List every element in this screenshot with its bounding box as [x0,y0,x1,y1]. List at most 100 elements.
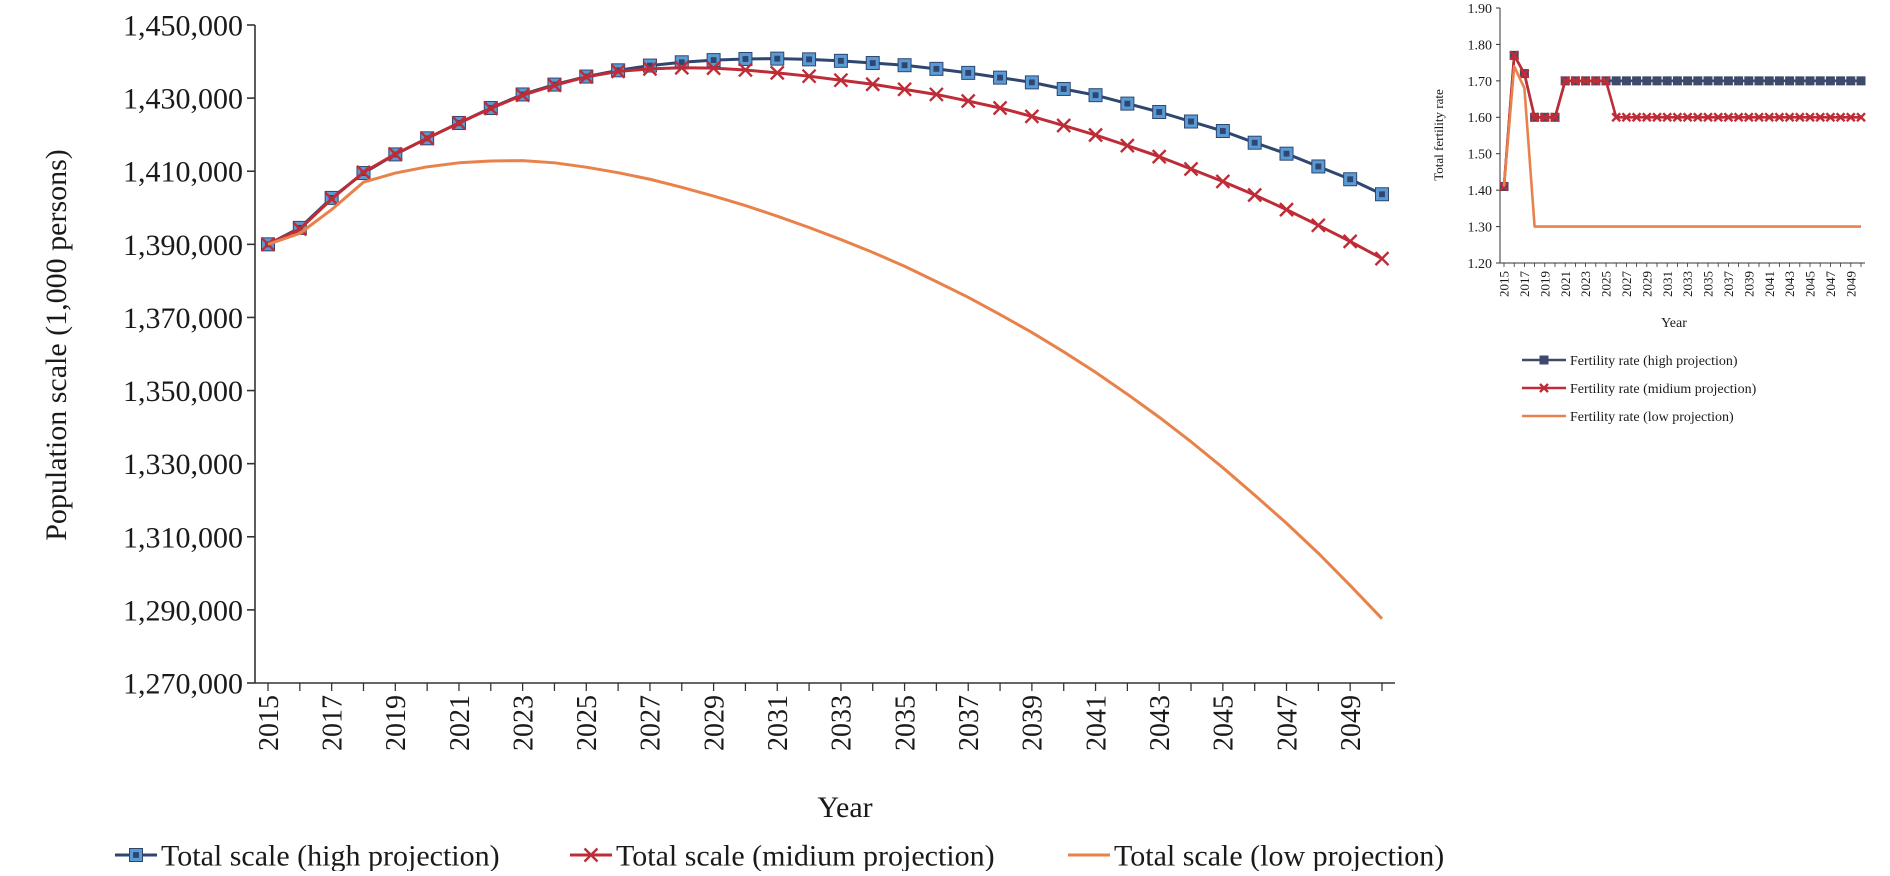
x-tick-label: 2015 [254,695,285,751]
data-point-2-stroke-b [1247,187,1263,203]
x-tick-label: 2047 [1272,695,1303,751]
inset-data-point-1 [1825,76,1835,86]
data-point-1-core [837,57,844,64]
x-tick-label: 2045 [1209,695,1240,751]
inset-data-point-2 [1590,76,1601,86]
legend-label-3: Total scale (low projection) [1114,840,1444,872]
legend-marker-1-core [133,852,139,858]
inset-y-tick-label: 1.30 [1468,220,1493,235]
inset-data-point-2-stroke-b [1733,112,1744,123]
data-point-2 [706,60,721,76]
data-point-1-core [1219,128,1226,134]
inset-data-point-2 [1631,112,1642,123]
inset-data-point-2-stroke-b [1713,112,1724,123]
inset-data-point-2 [1519,68,1530,79]
data-point-2-stroke-b [1056,118,1072,133]
inset-data-point-2-stroke-b [1774,112,1785,123]
inset-data-point-2 [1835,112,1846,123]
inset-data-point-2 [1621,112,1632,123]
inset-x-tick-label: 2021 [1558,271,1573,297]
inset-data-point-2 [1733,112,1744,123]
data-point-2 [833,72,849,88]
legend-label-2: Total scale (midium projection) [616,840,995,872]
data-point-1-core [965,69,972,76]
inset-data-point-1 [1693,76,1703,86]
inset-data-point-2-stroke-b [1815,112,1826,123]
legend-marker-2 [583,847,599,863]
data-point-2 [1056,118,1072,133]
inset-legend-label-3: Fertility rate (low projection) [1570,410,1734,425]
inset-data-point-2-stroke-b [1743,112,1754,123]
inset-data-point-2-stroke-b [1560,76,1571,86]
inset-y-axis-label: Total fertility rate [1431,89,1446,181]
inset-data-point-1 [1713,76,1723,86]
inset-x-tick-label: 2017 [1517,271,1532,298]
data-point-2-stroke-b [801,68,817,84]
data-point-1-core [1315,163,1322,170]
inset-y-tick-label: 1.60 [1468,111,1493,126]
data-point-2-stroke-b [1088,127,1103,143]
inset-x-tick-label: 2019 [1537,271,1552,297]
data-point-2 [578,69,594,85]
inset-data-point-1 [1652,76,1662,86]
data-point-2-stroke-b [897,81,912,97]
inset-data-point-2 [1509,50,1520,61]
data-point-1-core [1156,109,1163,115]
data-point-2 [1310,217,1326,233]
inset-legend-label-1: Fertility rate (high projection) [1570,354,1738,369]
data-point-1-core [901,62,908,69]
inset-x-tick-label: 2037 [1721,271,1736,298]
inset-data-point-2 [1723,112,1734,123]
y-tick-label: 1,270,000 [123,668,243,701]
data-point-1-core [1124,100,1131,107]
series-line-3 [267,159,1384,620]
inset-data-point-1 [1754,76,1764,86]
y-tick-label: 1,350,000 [123,375,243,408]
data-point-1-core [1379,191,1385,198]
data-point-2-stroke-b [1215,174,1231,189]
inset-x-tick-label: 2031 [1660,271,1675,297]
data-point-2-stroke-b [451,115,467,131]
population-chart: Population scale (1,000 persons) Year To… [40,10,1444,873]
inset-data-point-1 [1734,76,1744,86]
inset-data-point-1 [1856,76,1866,86]
inset-data-point-2-stroke-b [1672,112,1683,123]
inset-data-point-2 [1856,112,1866,123]
y-tick-label: 1,330,000 [123,448,243,481]
series-3 [267,159,1384,620]
data-point-1-core [1060,86,1067,92]
data-point-2 [324,191,340,207]
data-point-2-stroke-b [706,60,721,76]
inset-data-point-1 [1846,76,1856,86]
inset-x-tick-label: 2041 [1762,271,1777,297]
data-point-1-core [933,65,940,72]
legend-item-1: Total scale (high projection) [115,840,500,873]
inset-data-point-2-stroke-b [1835,112,1846,123]
inset-data-point-1 [1744,76,1754,86]
x-tick-label: 2023 [508,695,539,751]
data-point-2-stroke-b [387,146,403,162]
inset-data-point-2 [1764,112,1775,123]
inset-data-point-2 [1794,112,1805,123]
inset-x-tick-label: 2023 [1578,271,1593,297]
inset-data-point-2-stroke-b [1509,50,1520,61]
x-tick-label: 2029 [699,695,730,751]
inset-y-tick-label: 1.20 [1468,257,1493,272]
inset-data-point-2-stroke-b [1631,112,1642,123]
x-tick-label: 2031 [763,695,794,751]
population-legend: Total scale (high projection) Total scale… [115,840,1444,873]
inset-data-point-2-stroke-b [1692,112,1703,123]
inset-data-point-2 [1774,112,1785,123]
inset-data-point-2-stroke-b [1519,68,1530,79]
inset-legend-marker-2-stroke-b [1539,383,1549,393]
legend-item-3: Total scale (low projection) [1068,840,1444,873]
inset-data-point-2 [1713,112,1724,123]
data-point-2-stroke-b [1342,234,1358,249]
data-point-1-core [742,56,749,62]
inset-data-point-2-stroke-b [1754,112,1764,123]
inset-series-1 [1499,50,1866,191]
inset-data-point-2-stroke-b [1550,112,1560,123]
inset-series-2 [1499,50,1866,192]
data-point-2 [1247,187,1263,203]
data-point-2-stroke-b [738,62,753,78]
